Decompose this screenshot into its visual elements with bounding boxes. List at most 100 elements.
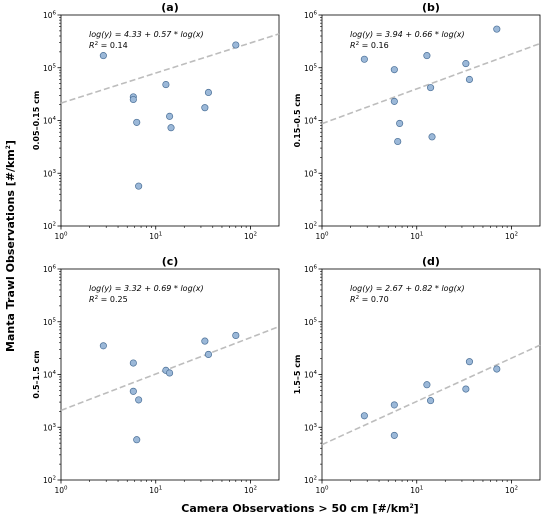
data-point bbox=[204, 350, 212, 358]
fit-line bbox=[321, 42, 541, 125]
data-point bbox=[129, 359, 137, 367]
data-point bbox=[166, 369, 174, 377]
data-point bbox=[166, 112, 174, 120]
figure-ylabel: Manta Trawl Observations [#/km2] bbox=[4, 140, 17, 352]
data-point bbox=[493, 365, 501, 373]
y-tick-label: 103 bbox=[43, 423, 57, 433]
fit-equation: log(y) = 4.33 + 0.57 * log(x) bbox=[89, 30, 204, 39]
data-point bbox=[465, 358, 473, 366]
panel-c: 100 101 102 102 103 104 105 106 (c) 0.5–1.5 cm log… bbox=[32, 255, 280, 496]
y-tick-label: 105 bbox=[304, 63, 318, 73]
fit-line bbox=[321, 344, 541, 446]
y-tick-label: 103 bbox=[304, 423, 318, 433]
x-tick-label: 101 bbox=[149, 232, 162, 242]
data-point bbox=[129, 387, 137, 395]
y-tick-label: 106 bbox=[304, 11, 318, 21]
data-point bbox=[423, 52, 431, 60]
panels: 100 101 102 102 103 104 105 106 (a) 0.05–0.15 cm l… bbox=[32, 1, 541, 496]
r-squared: R2 = 0.14 bbox=[89, 41, 128, 50]
panel-title: (c) bbox=[162, 255, 179, 268]
panel-ylabel: 1.5–5 cm bbox=[293, 355, 302, 395]
panel-title: (a) bbox=[161, 1, 178, 14]
x-tick-label: 102 bbox=[505, 486, 518, 496]
x-tick-label: 102 bbox=[244, 232, 257, 242]
data-point bbox=[427, 84, 435, 92]
y-tick-label: 104 bbox=[304, 116, 318, 126]
panel-title: (b) bbox=[422, 1, 440, 14]
data-point bbox=[462, 385, 470, 393]
data-point bbox=[204, 88, 212, 97]
r-squared: R2 = 0.25 bbox=[89, 295, 128, 304]
data-point bbox=[135, 396, 143, 404]
data-point bbox=[129, 95, 137, 104]
fit-equation: log(y) = 3.94 + 0.66 * log(x) bbox=[350, 30, 465, 39]
data-point bbox=[135, 182, 143, 190]
r-squared: R2 = 0.16 bbox=[350, 41, 389, 50]
y-tick-label: 104 bbox=[43, 370, 57, 380]
data-point bbox=[427, 397, 435, 405]
panel-d: 100 101 102 102 103 104 105 106 (d) 1.5–5 cm log(y… bbox=[293, 255, 541, 496]
y-tick-label: 102 bbox=[43, 476, 56, 486]
y-tick-label: 102 bbox=[304, 476, 317, 486]
fit-equation: log(y) = 2.67 + 0.82 * log(x) bbox=[350, 284, 465, 293]
y-tick-label: 106 bbox=[43, 265, 57, 275]
plot-frame bbox=[60, 14, 280, 227]
x-tick-label: 100 bbox=[315, 232, 329, 242]
data-point bbox=[390, 431, 398, 439]
data-point bbox=[99, 52, 107, 60]
data-point bbox=[201, 337, 209, 345]
data-point bbox=[394, 137, 402, 146]
x-tick-label: 102 bbox=[505, 232, 518, 242]
y-tick-label: 103 bbox=[43, 169, 57, 179]
data-point bbox=[390, 401, 398, 409]
data-point bbox=[133, 118, 141, 126]
y-tick-label: 104 bbox=[304, 370, 318, 380]
x-tick-label: 100 bbox=[54, 486, 68, 496]
x-tick-label: 101 bbox=[410, 232, 423, 242]
fit-line bbox=[60, 325, 280, 412]
data-point bbox=[390, 66, 398, 74]
y-tick-label: 105 bbox=[304, 317, 318, 327]
data-point bbox=[462, 60, 470, 68]
panel-ylabel: 0.15–0.5 cm bbox=[293, 94, 302, 148]
data-point bbox=[360, 55, 368, 63]
y-tick-label: 104 bbox=[43, 116, 57, 126]
data-point bbox=[360, 412, 368, 420]
y-tick-label: 105 bbox=[43, 63, 57, 73]
r-squared: R2 = 0.70 bbox=[350, 295, 389, 304]
x-tick-label: 100 bbox=[54, 232, 68, 242]
data-point bbox=[167, 124, 175, 132]
data-point bbox=[162, 81, 170, 89]
x-tick-label: 102 bbox=[244, 486, 257, 496]
y-tick-label: 102 bbox=[304, 222, 317, 232]
data-point bbox=[232, 331, 240, 339]
panel-ylabel: 0.05–0.15 cm bbox=[32, 91, 41, 150]
data-point bbox=[428, 133, 436, 141]
panel-ylabel: 0.5–1.5 cm bbox=[32, 350, 41, 398]
figure-xlabel: Camera Observations > 50 cm [#/km2] bbox=[181, 502, 418, 515]
y-tick-label: 102 bbox=[43, 222, 56, 232]
y-tick-label: 105 bbox=[43, 317, 57, 327]
panel-a: 100 101 102 102 103 104 105 106 (a) 0.05–0.15 cm l… bbox=[32, 1, 280, 242]
data-point bbox=[99, 342, 107, 350]
plot-frame bbox=[321, 268, 541, 481]
data-point bbox=[396, 119, 404, 127]
data-point bbox=[232, 41, 240, 49]
data-point bbox=[390, 97, 398, 105]
fit-line bbox=[60, 33, 280, 104]
fit-equation: log(y) = 3.32 + 0.69 * log(x) bbox=[89, 284, 204, 293]
panel-b: 100 101 102 102 103 104 105 106 (b) 0.15–0.5 cm lo… bbox=[293, 1, 541, 242]
x-tick-label: 100 bbox=[315, 486, 329, 496]
x-tick-label: 101 bbox=[410, 486, 423, 496]
data-point bbox=[133, 436, 141, 444]
data-point bbox=[423, 381, 431, 389]
y-tick-label: 106 bbox=[43, 11, 57, 21]
panel-title: (d) bbox=[422, 255, 440, 268]
data-point bbox=[465, 75, 473, 84]
y-tick-label: 103 bbox=[304, 169, 318, 179]
data-point bbox=[493, 25, 501, 33]
y-tick-label: 106 bbox=[304, 265, 318, 275]
x-tick-label: 101 bbox=[149, 486, 162, 496]
data-point bbox=[201, 104, 209, 112]
